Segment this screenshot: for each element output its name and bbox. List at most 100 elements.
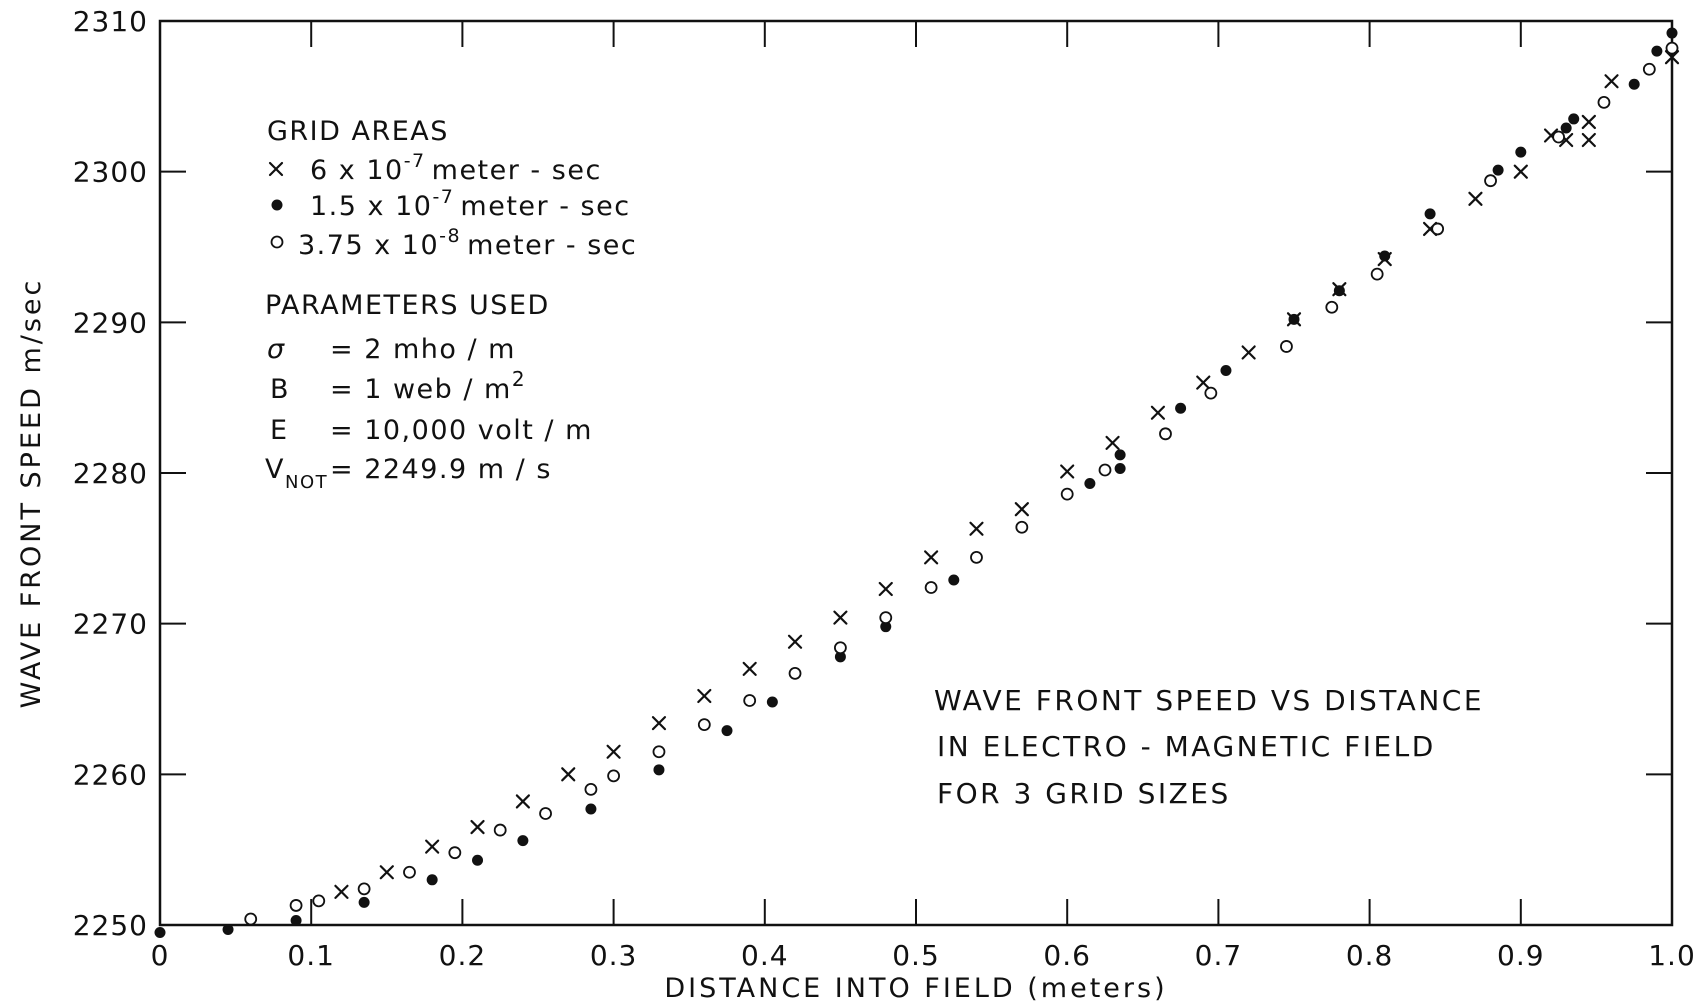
x-tick-label: 0.1	[287, 939, 335, 972]
data-point-x	[470, 819, 485, 835]
y-tick-label: 2290	[73, 306, 148, 339]
param-b: B = 1 web / m2	[270, 367, 526, 405]
legend-entry-text: 6 x 10-7 meter - sec	[310, 150, 602, 186]
legend-entry-text: 1.5 x 10-7 meter - sec	[310, 186, 631, 222]
data-point-dot	[1333, 285, 1345, 297]
y-tick-label: 2260	[73, 758, 148, 791]
data-point-circle	[1280, 340, 1293, 353]
y-tick-label: 2310	[73, 5, 148, 38]
data-point-x	[1241, 345, 1256, 360]
legend-entry-x: 6 x 10-7 meter - sec	[268, 150, 602, 186]
x-tick-label: 0.2	[439, 939, 487, 972]
data-point-x	[1150, 405, 1166, 420]
data-point-x	[1468, 191, 1483, 206]
x-tick-label: 0.9	[1497, 939, 1545, 972]
param-b-name: B	[270, 374, 290, 405]
data-point-x	[1604, 74, 1619, 89]
legend-base: 3.75 x 10	[298, 230, 439, 261]
param-sigma-name: σ	[267, 334, 286, 365]
data-point-dot	[766, 696, 778, 708]
data-point-x	[425, 839, 440, 854]
data-point-circle	[788, 666, 802, 680]
legend-x-marker	[268, 161, 284, 177]
data-point-x	[924, 550, 939, 565]
chart-annotation: WAVE FRONT SPEED VS DISTANCE IN ELECTRO …	[934, 684, 1482, 810]
data-point-x	[1581, 132, 1596, 148]
legend-entry-text: 3.75 x 10-8 meter - sec	[298, 225, 637, 261]
data-point-circle	[1015, 520, 1029, 534]
data-point-x	[651, 716, 667, 731]
parameters-title: PARAMETERS USED	[265, 290, 550, 321]
data-point-x	[515, 794, 530, 809]
x-axis-title: DISTANCE INTO FIELD (meters)	[664, 973, 1167, 1004]
data-point-circle	[1098, 463, 1112, 477]
axes: 0 0.1 0.2 0.3 0.4 0.5 0.6 0.7 0.8 0.9 1.0 2250 2260…	[73, 5, 1693, 972]
data-point-dot	[1379, 250, 1391, 262]
data-point-circle	[697, 718, 711, 732]
data-point-x	[379, 865, 394, 880]
y-axis-ticks: 2250 2260 2270 2280 2290 2300 2310	[73, 5, 1672, 942]
param-vnot-name: V	[265, 454, 285, 485]
legend-exponent: -7	[404, 150, 426, 172]
param-b-exponent: 2	[512, 367, 526, 391]
data-point-circle	[448, 846, 462, 860]
legend-title: GRID AREAS	[267, 116, 449, 147]
x-axis-ticks: 0 0.1 0.2 0.3 0.4 0.5 0.6 0.7 0.8 0.9 1.0	[151, 21, 1693, 972]
data-point-dot	[880, 621, 892, 633]
data-point-circle	[493, 823, 507, 837]
data-point-dot	[222, 924, 234, 936]
data-point-circle	[403, 865, 416, 879]
annotation-line: FOR 3 GRID SIZES	[937, 777, 1231, 810]
data-point-circle	[743, 694, 757, 707]
y-tick-label: 2250	[73, 909, 148, 942]
data-point-dot	[154, 927, 166, 939]
data-point-dot	[1560, 122, 1572, 134]
legend-dot-marker	[271, 199, 283, 211]
param-b-value: = 1 web / m	[330, 374, 512, 405]
x-tick-label: 0.6	[1043, 939, 1091, 972]
x-tick-label: 0.7	[1195, 939, 1243, 972]
data-point-x	[787, 634, 803, 649]
data-series	[154, 27, 1680, 939]
data-point-dot	[1651, 45, 1663, 57]
data-point-dot	[1515, 146, 1527, 158]
data-point-circle	[1204, 386, 1218, 400]
data-point-x	[1664, 50, 1680, 65]
param-e: E = 10,000 volt / m	[270, 415, 593, 446]
data-point-dot	[472, 854, 484, 866]
data-point-dot	[721, 725, 733, 737]
legend-unit: meter - sec	[460, 191, 630, 222]
data-point-circle	[1431, 222, 1445, 236]
legend-base: 6 x 10	[310, 155, 404, 186]
parameters-block: PARAMETERS USED σ = 2 mho / m B = 1 web / …	[265, 290, 593, 493]
data-point-dot	[426, 874, 438, 886]
data-point-circle	[539, 807, 552, 820]
legend-circle-marker	[270, 235, 284, 249]
data-point-dot	[948, 574, 960, 586]
param-vnot-sub: NOT	[285, 472, 328, 493]
y-axis-title: WAVE FRONT SPEED m/sec	[16, 278, 47, 709]
x-tick-label: 0	[151, 939, 170, 972]
data-point-circle	[834, 641, 847, 655]
param-sigma-value: = 2 mho / m	[330, 334, 516, 365]
legend-exponent: -8	[439, 225, 461, 247]
data-point-circle	[1552, 130, 1565, 144]
data-point-dot	[585, 803, 597, 815]
annotation-line: IN ELECTRO - MAGNETIC FIELD	[937, 730, 1436, 763]
legend-unit: meter - sec	[467, 230, 637, 261]
legend: GRID AREAS 6 x 10-7 meter - sec 1.5 x 10-…	[267, 116, 637, 261]
data-point-dot	[653, 764, 665, 776]
data-point-x	[334, 884, 349, 899]
param-vnot-value: = 2249.9 m / s	[330, 454, 552, 485]
data-point-circle	[312, 894, 326, 908]
data-point-circle	[584, 783, 598, 796]
param-e-name: E	[270, 415, 289, 446]
data-point-dot	[1288, 313, 1300, 325]
data-point-circle	[1060, 487, 1074, 501]
data-point-circle	[1597, 95, 1611, 109]
data-point-dot	[1084, 478, 1096, 490]
legend-unit: meter - sec	[432, 155, 602, 186]
data-point-dot	[1175, 402, 1187, 414]
data-point-x	[1196, 375, 1211, 390]
